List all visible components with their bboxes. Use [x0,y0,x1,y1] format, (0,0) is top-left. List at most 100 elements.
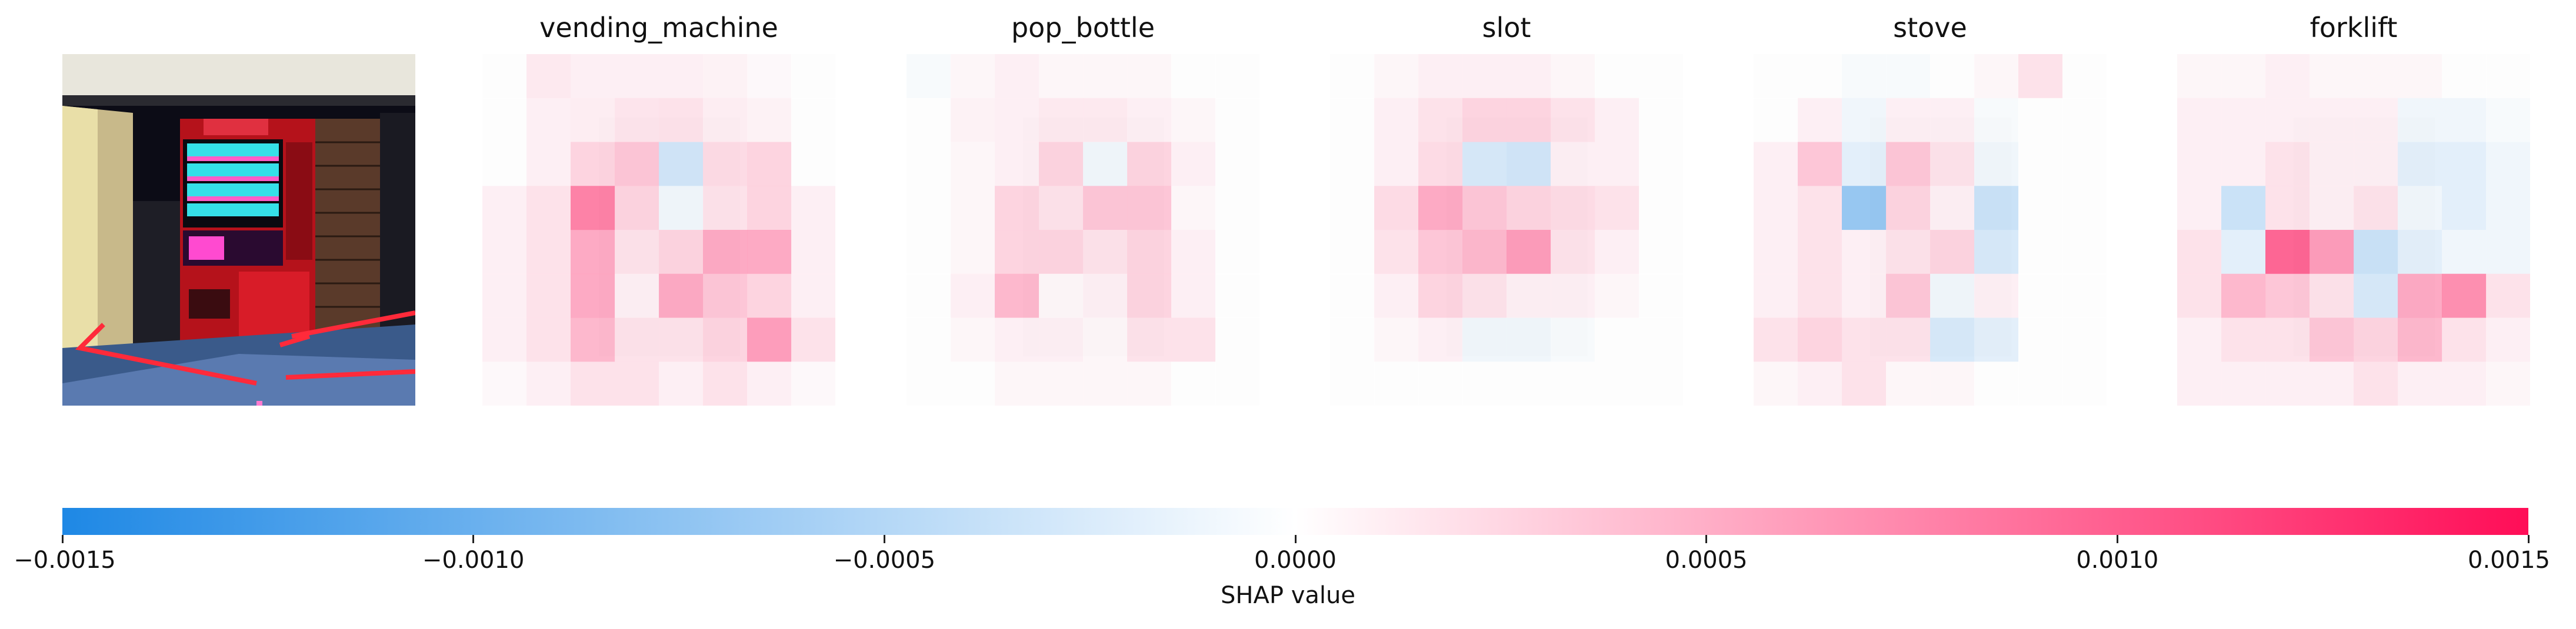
heatmap-cell [703,54,748,99]
heatmap-cell [1507,230,1551,275]
heatmap-cell [2177,142,2222,186]
heatmap-cell [2265,142,2310,186]
heatmap-cell [1171,186,1216,230]
heatmap-cell [1215,273,1259,318]
heatmap-cell [1507,273,1551,318]
heatmap-cell [1462,273,1507,318]
heatmap-cell [1754,317,1798,362]
heatmap-cell [1462,186,1507,230]
heatmap-cell [2398,362,2442,406]
heatmap-cell [482,317,527,362]
heatmap-cell [1462,362,1507,406]
heatmap-cell [1374,362,1419,406]
heatmap-cell [1215,142,1259,186]
heatmap-cell [571,142,615,186]
heatmap-cell [571,273,615,318]
heatmap-cell [2442,362,2487,406]
colorbar-tick [472,535,475,543]
heatmap-cell [2177,230,2222,275]
heatmap-cell [482,98,527,142]
heatmap-cell [2486,273,2530,318]
heatmap-cell [951,186,995,230]
heatmap-cell [951,230,995,275]
heatmap-cell [1215,98,1259,142]
heatmap-cell [1039,230,1084,275]
heatmap-cell [1083,317,1128,362]
heatmap-cell [1374,317,1419,362]
heatmap-cell [703,98,748,142]
heatmap-cell [1842,142,1887,186]
heatmap-cell [951,362,995,406]
heatmap-cell [2486,142,2530,186]
heatmap-cell [526,317,571,362]
heatmap-cell [2398,186,2442,230]
heatmap-cell [1842,273,1887,318]
heatmap-cell [1798,98,1842,142]
colorbar-tick-label: −0.0010 [422,547,525,574]
heatmap-cell [1374,186,1419,230]
heatmap-cell [907,273,951,318]
heatmap-cell [2442,317,2487,362]
heatmap-cell [526,186,571,230]
heatmap-cell [1930,98,1975,142]
colorbar-tick [883,535,885,543]
heatmap-cell [1930,54,1975,99]
heatmap-cell [2018,186,2063,230]
heatmap-cell [2062,54,2107,99]
heatmap-cell [747,54,792,99]
heatmap-cell [659,54,704,99]
heatmap-cell [1418,230,1463,275]
heatmap-cell [747,230,792,275]
heatmap-svg [1754,54,2107,406]
heatmap-cell [615,142,659,186]
colorbar-tick [61,535,64,543]
heatmap-cell [791,54,835,99]
heatmap-cell [482,54,527,99]
heatmap-cell [1551,273,1595,318]
heatmap-cell [995,98,1039,142]
colorbar [62,508,2528,535]
heatmap-cell [2018,273,2063,318]
heatmap-cell [1127,54,1172,99]
heatmap-cell [2265,230,2310,275]
heatmap-cell [1215,317,1259,362]
heatmap-cell [1418,362,1463,406]
heatmap-cell [995,54,1039,99]
heatmap-cell [1798,142,1842,186]
heatmap-cell [1215,230,1259,275]
heatmap-cell [951,54,995,99]
heatmap-cell [1930,362,1975,406]
heatmap-cell [1127,142,1172,186]
heatmap-cell [951,273,995,318]
colorbar-label: SHAP value [1221,582,1355,609]
heatmap-cell [1330,54,1375,99]
heatmap-cell [1418,54,1463,99]
heatmap-cell [1842,230,1887,275]
heatmap-cell [995,230,1039,275]
heatmap-cell [1886,186,1931,230]
heatmap-cell [1127,230,1172,275]
heatmap-cell [615,54,659,99]
heatmap-cell [1930,186,1975,230]
heatmap-cell [2398,230,2442,275]
heatmap-cell [1798,362,1842,406]
heatmap-cell [1754,186,1798,230]
heatmap-cell [1551,230,1595,275]
heatmap-cell [1595,273,1639,318]
heatmap-cell [747,98,792,142]
heatmap-cell [2265,317,2310,362]
heatmap-cell [1639,273,1683,318]
heatmap-cell [1595,362,1639,406]
heatmap-cell [1798,186,1842,230]
heatmap-cell [1639,362,1683,406]
heatmap-cell [1842,98,1887,142]
heatmap-cell [1974,230,2019,275]
heatmap-cell [1842,54,1887,99]
heatmap-cell [1551,54,1595,99]
heatmap-cell [1127,317,1172,362]
heatmap-cell [2310,273,2354,318]
heatmap-cell [747,362,792,406]
heatmap-cell [2265,362,2310,406]
heatmap-cell [1039,142,1084,186]
